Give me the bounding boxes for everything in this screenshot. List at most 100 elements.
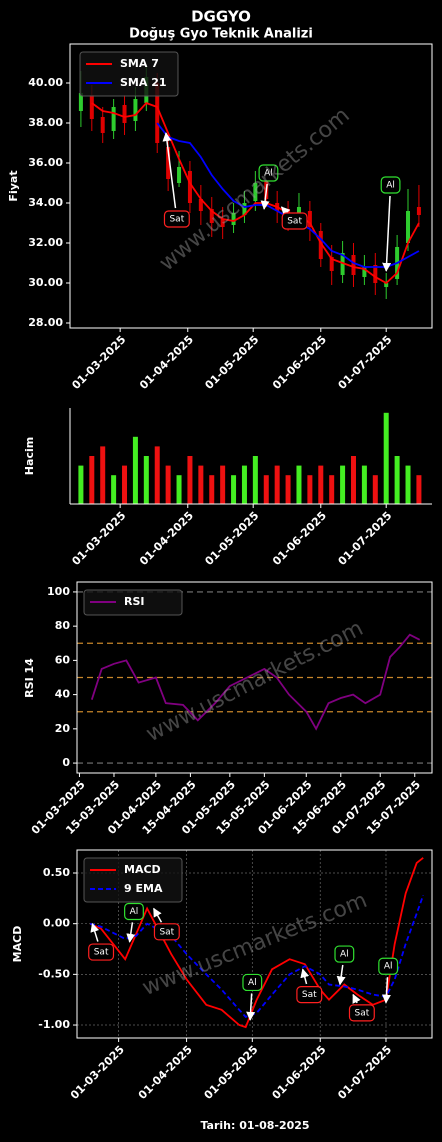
volume-bar xyxy=(307,475,313,504)
volume-bar xyxy=(122,465,128,504)
legend-box xyxy=(83,589,183,616)
candle-body xyxy=(155,83,160,143)
volume-bar xyxy=(296,465,302,504)
volume-bar xyxy=(100,446,106,504)
volume-bar xyxy=(165,465,171,504)
y-tick-label: 36.00 xyxy=(28,156,63,169)
candle-body xyxy=(384,283,389,287)
candle-body xyxy=(373,265,378,283)
y-tick-label: 32.00 xyxy=(28,236,63,249)
legend-label: SMA 7 xyxy=(120,57,159,70)
y-tick-label: 38.00 xyxy=(28,116,63,129)
annotation-box xyxy=(242,973,263,992)
candle-body xyxy=(100,117,105,133)
annotation-label: Al xyxy=(248,978,257,988)
annotation-label: Sat xyxy=(94,948,109,958)
annotation-label: Al xyxy=(384,962,393,972)
candle-body xyxy=(242,203,247,215)
annotation-arrow xyxy=(90,922,100,942)
candle-body xyxy=(89,95,94,119)
candle-body xyxy=(111,107,116,131)
volume-bar xyxy=(416,475,422,504)
candle-body xyxy=(122,105,127,123)
y-axis-label: RSI 14 xyxy=(23,658,36,698)
annotation-arrow xyxy=(382,195,392,272)
volume-bar xyxy=(252,456,258,504)
y-tick-label: 20 xyxy=(55,722,71,735)
volume-bar xyxy=(329,475,335,504)
volume-bar xyxy=(318,465,324,504)
annotation-label: Al xyxy=(386,181,395,191)
y-axis-label: Hacim xyxy=(23,437,36,475)
volume-bar xyxy=(274,465,280,504)
y-axis-label: Fiyat xyxy=(7,170,20,201)
annotation-label: Sat xyxy=(354,1008,369,1018)
candle-body xyxy=(362,267,367,277)
y-axis-label: MACD xyxy=(11,926,24,963)
annotation-box xyxy=(378,957,399,975)
annotation-box xyxy=(258,164,279,182)
page-title: DGGYO xyxy=(191,8,251,26)
candle-body xyxy=(329,257,334,271)
volume-bar xyxy=(89,456,95,504)
annotation-label: Sat xyxy=(169,215,184,225)
candle-body xyxy=(340,253,345,275)
plot-frame xyxy=(69,43,433,329)
annotation-arrow xyxy=(260,183,270,210)
y-tick-label: 34.00 xyxy=(28,196,63,209)
volume-bar xyxy=(111,475,117,504)
annotation-box xyxy=(153,923,180,941)
annotation-arrow xyxy=(352,993,361,1004)
candle-body xyxy=(406,211,411,243)
volume-bar xyxy=(187,456,193,504)
legend-label: SMA 21 xyxy=(120,76,167,89)
annotation-box xyxy=(296,986,323,1004)
y-tick-label: 28.00 xyxy=(28,316,63,329)
candle-body xyxy=(133,99,138,121)
volume-bar xyxy=(241,465,247,504)
candle-body xyxy=(220,219,225,227)
volume-bar xyxy=(198,465,204,504)
annotation-label: Sat xyxy=(302,990,317,1000)
legend-label: 9 EMA xyxy=(124,882,163,895)
volume-bar xyxy=(220,465,226,504)
annotation-box xyxy=(334,945,355,963)
annotation-label: Al xyxy=(340,950,349,960)
annotation-box xyxy=(163,210,190,228)
candle-body xyxy=(177,167,182,183)
candle-body xyxy=(187,171,192,203)
candle-body xyxy=(307,211,312,227)
series-line xyxy=(91,101,420,285)
annotation-box xyxy=(124,902,144,921)
candle-body xyxy=(209,209,214,223)
volume-bar xyxy=(361,465,367,504)
y-tick-label: 40.00 xyxy=(28,76,63,89)
annotation-arrow xyxy=(336,964,346,986)
candle-body xyxy=(166,147,171,179)
y-tick-label: -0.50 xyxy=(38,967,70,980)
y-tick-label: 40 xyxy=(55,688,71,701)
annotation-arrow xyxy=(246,993,256,1021)
volume-bar xyxy=(405,465,411,504)
volume-bar xyxy=(231,475,237,504)
annotation-arrow xyxy=(381,977,391,1004)
legend-label: MACD xyxy=(124,863,161,876)
y-tick-label: 0.00 xyxy=(43,917,70,930)
annotation-label: Sat xyxy=(159,927,174,937)
volume-bar xyxy=(340,465,346,504)
volume-bar xyxy=(132,436,138,504)
plot-frame xyxy=(76,849,433,1039)
page-subtitle: Doğuş Gyo Teknik Analizi xyxy=(129,27,313,42)
candle-body xyxy=(351,255,356,275)
annotation-arrow xyxy=(162,132,177,209)
candle-body xyxy=(416,207,421,215)
legend-label: RSI xyxy=(124,595,145,608)
y-tick-label: -1.00 xyxy=(38,1018,70,1031)
y-tick-label: 100 xyxy=(47,585,70,598)
volume-bar xyxy=(350,456,356,504)
annotation-arrow xyxy=(280,206,291,216)
annotation-box xyxy=(281,212,308,230)
candle-body xyxy=(78,93,83,111)
